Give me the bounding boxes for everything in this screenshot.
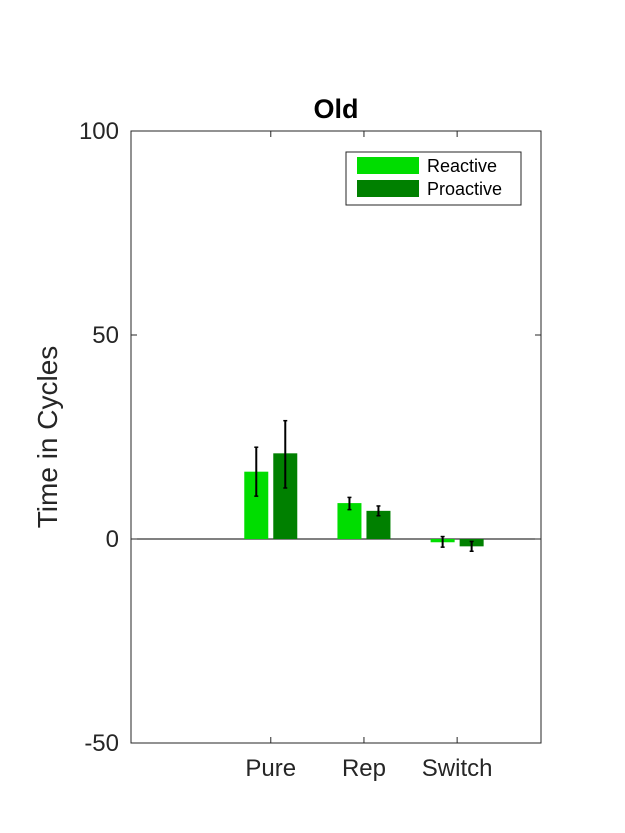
x-tick-label: Pure [245,755,296,782]
y-tick-label: 0 [106,526,119,553]
chart-title: Old [314,94,359,124]
error-bars-group [254,419,474,552]
x-tick-label: Rep [342,755,386,782]
legend-swatch [357,157,419,174]
legend-swatch [357,180,419,197]
x-ticks-group: Pure Rep Switch [245,131,492,782]
legend-label: Reactive [427,156,497,176]
y-axis-label: Time in Cycles [32,346,63,529]
plot-area: -50 0 50 100 Pure Rep Switch [79,118,542,782]
y-tick-label: 50 [92,322,119,349]
y-tick-label: 100 [79,118,119,145]
legend: Reactive Proactive [345,151,522,206]
x-tick-label: Switch [422,755,493,782]
axes-box [130,130,542,744]
legend-label: Proactive [427,179,502,199]
y-ticks-group: -50 0 50 100 [79,118,541,757]
y-tick-label: -50 [84,730,119,757]
bar [244,471,269,539]
